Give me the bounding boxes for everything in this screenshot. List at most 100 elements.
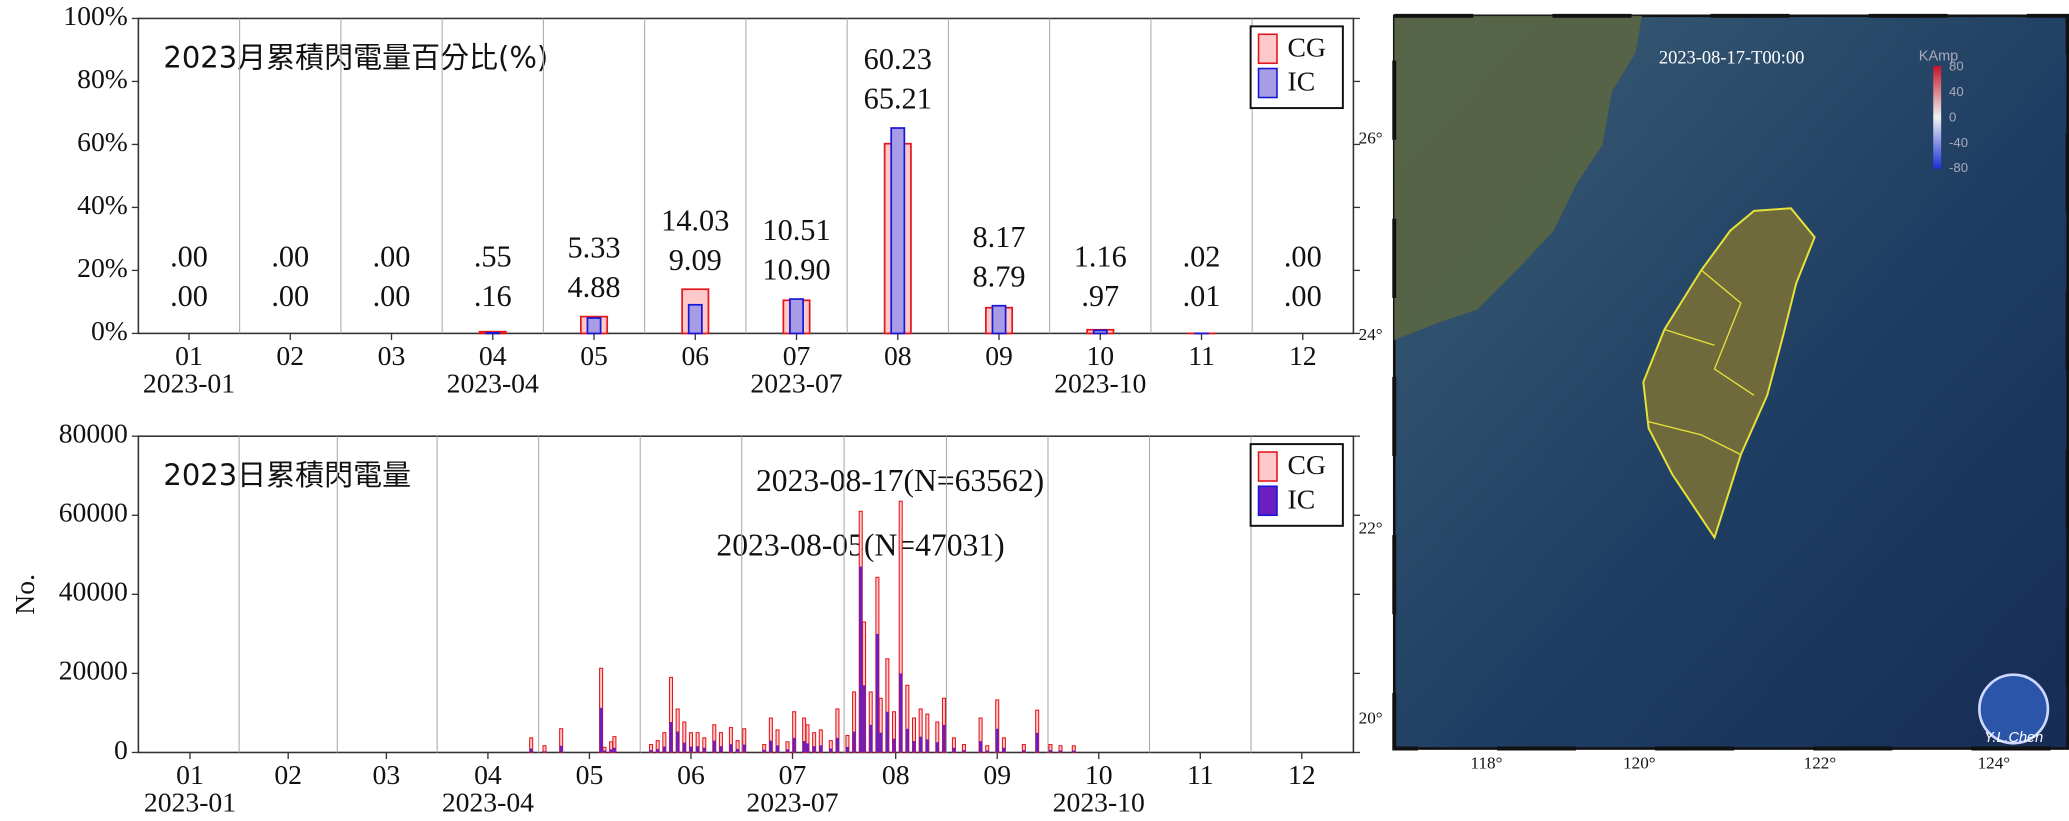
bar xyxy=(529,748,533,753)
x-tick-label: 04 xyxy=(474,759,502,790)
bar xyxy=(942,724,946,753)
x-tick-label: 10 xyxy=(1085,759,1113,790)
bar xyxy=(609,749,613,753)
bar xyxy=(789,298,804,335)
bar xyxy=(1035,709,1040,754)
bar xyxy=(669,722,673,753)
bar xyxy=(656,748,660,753)
value-label: .97 xyxy=(1081,279,1119,313)
legend-swatch xyxy=(1257,33,1278,65)
legend-swatch xyxy=(1257,485,1278,517)
y-tick-label: 100% xyxy=(63,0,128,31)
value-label: 5.33 xyxy=(568,231,621,265)
bar xyxy=(785,741,790,754)
bar xyxy=(819,745,823,753)
value-label: .00 xyxy=(1284,240,1322,274)
bar xyxy=(878,697,883,754)
bar xyxy=(845,746,849,753)
bar xyxy=(649,750,653,753)
county-borders xyxy=(1648,269,1755,456)
bar xyxy=(859,566,863,753)
value-label: 9.09 xyxy=(669,243,722,277)
bar xyxy=(769,740,773,753)
colorbar-tick-label: -40 xyxy=(1949,135,1968,150)
x-tick-label: 05 xyxy=(580,340,608,371)
value-label: .55 xyxy=(474,240,512,274)
value-label: .00 xyxy=(373,279,411,313)
x-tick-sublabel: 2023-10 xyxy=(1054,367,1146,398)
bar xyxy=(485,332,501,335)
bar xyxy=(911,717,917,754)
bar xyxy=(742,744,746,753)
bar xyxy=(862,685,866,753)
colorbar xyxy=(1933,65,1942,169)
bar xyxy=(869,724,873,753)
bar xyxy=(905,728,909,753)
bar xyxy=(978,717,983,754)
legend-swatch xyxy=(1257,451,1278,482)
bar xyxy=(979,741,983,753)
value-label: 65.21 xyxy=(864,82,932,116)
bar xyxy=(879,732,883,753)
legend-label: IC xyxy=(1288,483,1316,514)
bar xyxy=(1035,732,1039,753)
monthly-chart: 2023月累積閃電量百分比(%) 0%20%40%60%80%100%01202… xyxy=(63,0,1361,398)
lon-label: 120° xyxy=(1623,753,1656,772)
y-tick-label: 0% xyxy=(91,315,128,346)
x-tick-sublabel: 2023-04 xyxy=(447,367,539,398)
bar xyxy=(818,729,823,754)
x-tick-label: 10 xyxy=(1086,340,1114,371)
x-tick-sublabel: 2023-10 xyxy=(1053,787,1145,818)
bar xyxy=(985,745,990,754)
bar xyxy=(892,738,896,753)
daily-chart: 2023日累積閃電量 No. 2023-08-17(N=63562) 2023-… xyxy=(9,418,1361,818)
bar xyxy=(802,741,806,753)
y-axis-label: No. xyxy=(9,574,40,615)
value-label: .16 xyxy=(474,279,512,313)
y-tick-label: 80000 xyxy=(59,418,128,449)
bar xyxy=(1072,750,1076,753)
bar xyxy=(762,749,766,753)
lat-label: 22° xyxy=(1359,519,1383,538)
legend-label: IC xyxy=(1288,66,1316,97)
bar xyxy=(952,747,956,753)
x-tick-label: 02 xyxy=(274,759,302,790)
map-graticule-labels: 26° 24° 22° 20° 118° 120° 122° 124° xyxy=(1359,129,2011,773)
mainland-coast xyxy=(1394,15,1643,340)
bar xyxy=(768,717,773,754)
bar xyxy=(835,737,839,753)
bar xyxy=(702,747,706,753)
legend-label: CG xyxy=(1288,449,1326,480)
colorbar-tick-label: 80 xyxy=(1949,59,1964,74)
lon-label: 118° xyxy=(1471,753,1503,772)
bar xyxy=(776,745,780,753)
x-tick-sublabel: 2023-01 xyxy=(144,787,236,818)
x-tick-label: 03 xyxy=(373,759,401,790)
colorbar-tick-label: 0 xyxy=(1949,109,1956,124)
bar xyxy=(885,711,889,753)
logo xyxy=(1978,673,2050,745)
bar xyxy=(676,731,680,753)
value-label: .00 xyxy=(170,279,208,313)
value-label: .00 xyxy=(170,240,208,274)
value-label: .00 xyxy=(1284,279,1322,313)
bar xyxy=(662,746,666,753)
x-tick-label: 02 xyxy=(276,340,304,371)
bar xyxy=(812,746,816,753)
lon-label: 124° xyxy=(1978,753,2011,772)
bar xyxy=(1001,737,1006,754)
bar xyxy=(925,713,930,754)
lat-label: 26° xyxy=(1359,129,1383,148)
bar xyxy=(1058,750,1062,753)
value-label: 8.17 xyxy=(973,220,1026,254)
colorbar-title: KAmp xyxy=(1919,48,1958,64)
x-tick-label: 04 xyxy=(479,340,507,371)
bar xyxy=(529,737,534,754)
x-tick-label: 01 xyxy=(176,759,204,790)
y-tick-label: 60000 xyxy=(59,497,128,528)
bar xyxy=(919,736,923,753)
bar xyxy=(1002,747,1006,753)
bar xyxy=(543,751,547,753)
x-tick-label: 09 xyxy=(983,759,1011,790)
